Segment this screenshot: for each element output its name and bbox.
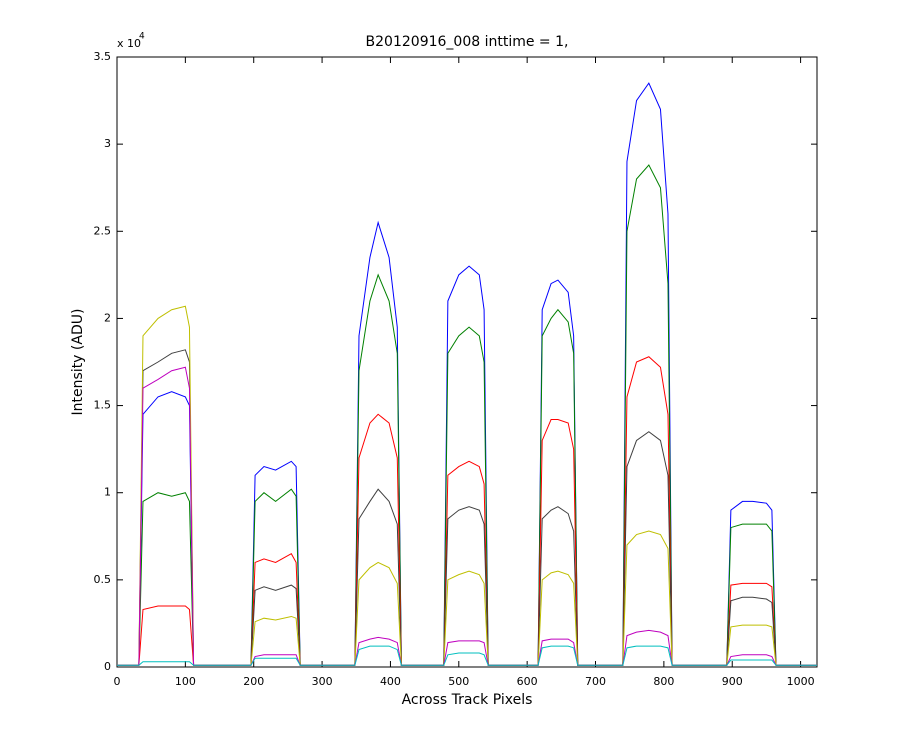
y-tick-label: 1.5 <box>94 399 112 412</box>
y-axis-label: Intensity (ADU) <box>70 309 86 416</box>
y-tick-label: 0.5 <box>94 573 112 586</box>
x-tick-label: 1000 <box>787 675 815 688</box>
y-tick-label: 2 <box>104 311 111 324</box>
y-multiplier: x 10 <box>117 37 141 50</box>
x-tick-label: 200 <box>243 675 264 688</box>
x-tick-label: 600 <box>517 675 538 688</box>
x-tick-label: 900 <box>722 675 743 688</box>
x-tick-label: 500 <box>448 675 469 688</box>
y-tick-label: 1 <box>104 486 111 499</box>
x-tick-label: 400 <box>380 675 401 688</box>
y-tick-label: 3.5 <box>94 50 112 63</box>
y-multiplier-exponent: 4 <box>139 32 145 42</box>
chart-title: B20120916_008 inttime = 1, <box>366 34 569 50</box>
series-line <box>117 164 817 666</box>
y-tick-label: 2.5 <box>94 224 112 237</box>
y-tick-label: 3 <box>104 137 111 150</box>
x-axis-label: Across Track Pixels <box>402 692 533 708</box>
x-tick-label: 0 <box>114 675 121 688</box>
x-tick-label: 800 <box>653 675 674 688</box>
plot-area <box>116 56 818 668</box>
x-tick-label: 700 <box>585 675 606 688</box>
x-tick-label: 300 <box>312 675 333 688</box>
series-line <box>117 305 817 666</box>
y-tick-label: 0 <box>104 660 111 673</box>
x-tick-label: 100 <box>175 675 196 688</box>
series-line <box>117 349 817 666</box>
series-line <box>117 645 817 666</box>
